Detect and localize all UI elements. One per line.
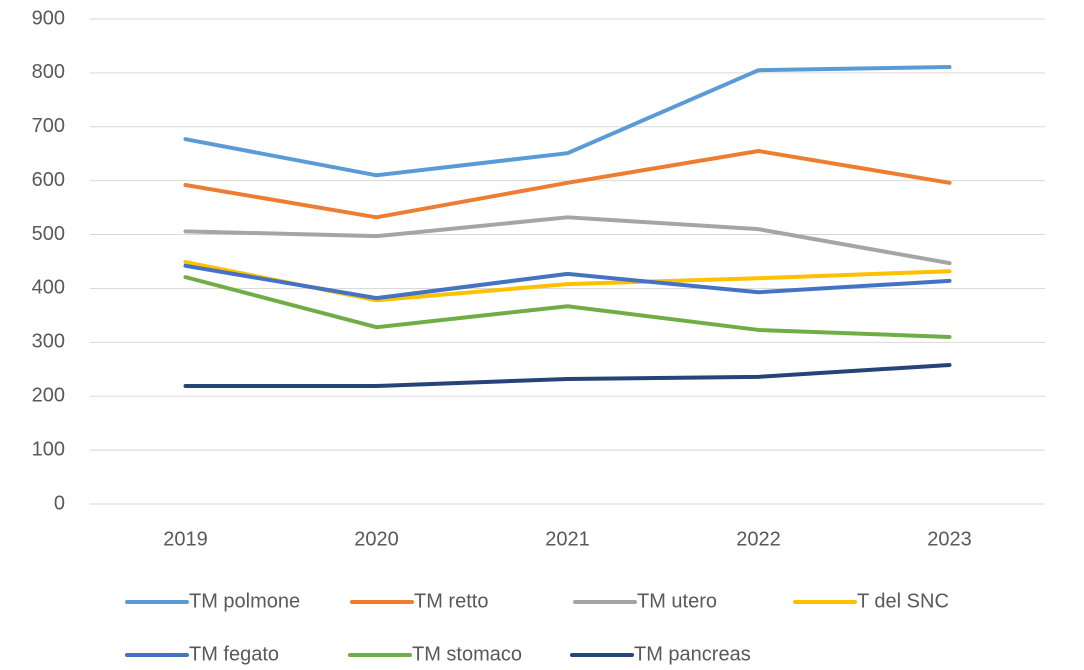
y-tick-label: 0	[54, 492, 65, 514]
x-tick-label: 2022	[736, 528, 781, 550]
y-tick-label: 900	[32, 7, 65, 29]
series-line	[183, 149, 952, 220]
legend-label: TM stomaco	[412, 643, 522, 665]
legend-label: TM retto	[414, 590, 488, 612]
x-tick-label: 2021	[545, 528, 590, 550]
x-tick-label: 2023	[927, 528, 972, 550]
series-line	[183, 362, 952, 388]
series-line	[183, 275, 952, 339]
legend-label: TM utero	[637, 590, 717, 612]
legend-label: TM fegato	[189, 643, 279, 665]
y-tick-label: 300	[32, 331, 65, 353]
series-line	[183, 215, 952, 266]
legend-label: TM polmone	[189, 590, 300, 612]
legend-label: TM pancreas	[634, 643, 751, 665]
series-line	[183, 260, 952, 303]
x-tick-label: 2019	[163, 528, 208, 550]
y-tick-label: 700	[32, 115, 65, 137]
y-tick-label: 600	[32, 169, 65, 191]
x-tick-label: 2020	[354, 528, 399, 550]
y-tick-label: 500	[32, 223, 65, 245]
series-line	[183, 263, 952, 301]
y-tick-label: 200	[32, 385, 65, 407]
y-tick-label: 100	[32, 438, 65, 460]
legend-label: T del SNC	[857, 590, 949, 612]
series-line	[183, 64, 952, 178]
y-tick-label: 800	[32, 61, 65, 83]
y-tick-label: 400	[32, 277, 65, 299]
